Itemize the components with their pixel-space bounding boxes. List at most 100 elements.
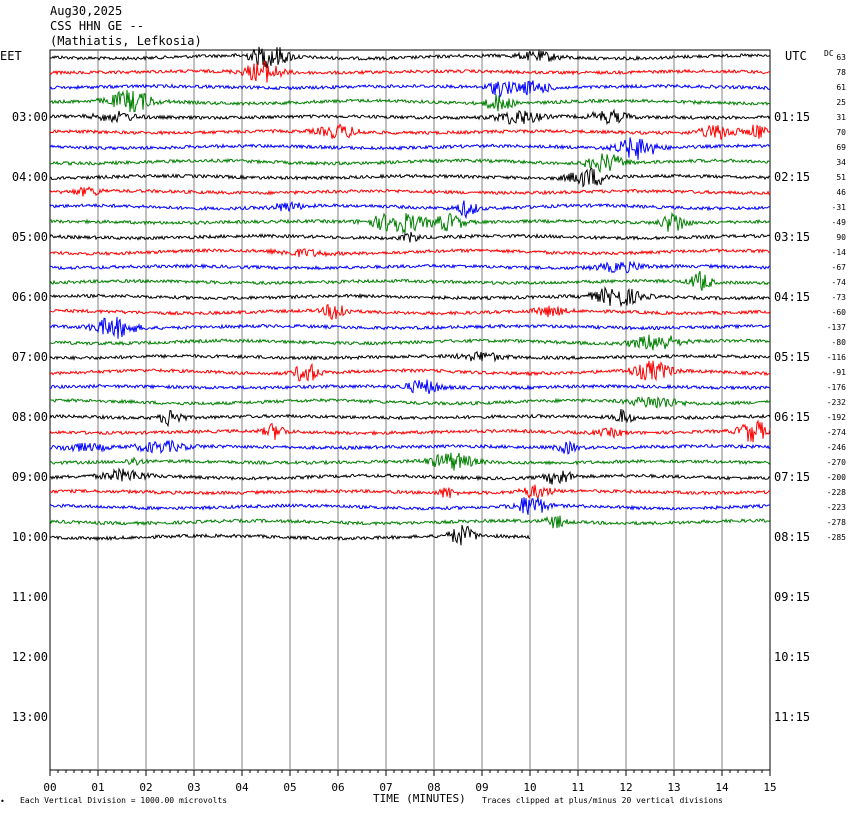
hour-label-right: 11:15 <box>774 710 810 724</box>
corner-mark: • <box>0 797 5 806</box>
dc-offset-label: -49 <box>832 218 847 227</box>
seismic-trace <box>49 419 771 443</box>
dc-offset-label: 63 <box>836 53 846 62</box>
dc-offset-label: -270 <box>827 458 846 467</box>
dc-offset-label: 46 <box>836 188 846 197</box>
hour-label-left: 13:00 <box>12 710 48 724</box>
seismic-trace <box>49 137 771 160</box>
seismic-trace <box>49 303 771 321</box>
hour-label-right: 07:15 <box>774 470 810 484</box>
dc-offset-label: -80 <box>832 338 847 347</box>
seismic-trace <box>49 80 771 99</box>
header-location: (Mathiatis, Lefkosia) <box>50 34 202 48</box>
right-timezone-label: UTC <box>785 49 807 63</box>
seismic-trace <box>49 484 771 500</box>
dc-offset-label: 69 <box>836 143 846 152</box>
seismic-trace <box>49 467 771 485</box>
seismic-trace <box>49 200 771 220</box>
hour-label-left: 11:00 <box>12 590 48 604</box>
seismic-trace <box>49 247 771 258</box>
x-tick-label: 09 <box>475 781 488 794</box>
dc-offset-label: -192 <box>827 413 846 422</box>
dc-offset-label: 51 <box>836 173 846 182</box>
seismic-trace <box>49 89 771 113</box>
seismic-trace <box>49 108 771 126</box>
x-tick-label: 11 <box>571 781 584 794</box>
x-tick-label: 04 <box>235 781 249 794</box>
dc-offset-label: 90 <box>836 233 846 242</box>
seismic-trace <box>49 334 771 351</box>
seismic-trace <box>49 350 771 363</box>
plot-frame <box>49 49 771 771</box>
hour-label-left: 08:00 <box>12 410 48 424</box>
seismic-trace <box>49 439 771 455</box>
dc-offset-label: -137 <box>827 323 846 332</box>
seismic-trace <box>49 379 771 395</box>
hour-label-right: 04:15 <box>774 290 810 304</box>
dc-offset-label: -14 <box>832 248 847 257</box>
hour-label-right: 08:15 <box>774 530 810 544</box>
dc-offset-label: -200 <box>827 473 846 482</box>
dc-offset-label: -116 <box>827 353 846 362</box>
clip-note: Traces clipped at plus/minus 20 vertical… <box>482 796 723 805</box>
seismic-trace <box>49 153 771 174</box>
dc-offset-label: -278 <box>827 518 846 527</box>
dc-offset-label: -91 <box>832 368 847 377</box>
dc-offset-label: -274 <box>827 428 846 437</box>
hour-label-left: 05:00 <box>12 230 48 244</box>
x-tick-label: 13 <box>667 781 680 794</box>
dc-offset-label: -74 <box>832 278 847 287</box>
seismic-trace <box>49 186 771 197</box>
hour-label-right: 02:15 <box>774 170 810 184</box>
seismic-trace <box>49 452 771 471</box>
seismic-trace <box>49 497 771 515</box>
seismic-trace <box>49 211 771 235</box>
dc-offset-label: -223 <box>827 503 846 512</box>
x-tick-label: 00 <box>43 781 56 794</box>
seismic-trace <box>49 123 771 140</box>
dc-offset-label: -60 <box>832 308 847 317</box>
seismic-trace <box>49 408 771 428</box>
dc-offset-label: -67 <box>832 263 847 272</box>
seismic-trace <box>49 60 771 83</box>
dc-offset-label: -31 <box>832 203 847 212</box>
dc-header-label: DC <box>824 49 834 58</box>
hour-label-left: 04:00 <box>12 170 48 184</box>
seismic-trace <box>49 396 771 409</box>
x-tick-label: 07 <box>379 781 392 794</box>
seismic-trace <box>49 231 771 243</box>
x-tick-label: 05 <box>283 781 296 794</box>
x-tick-label: 01 <box>91 781 104 794</box>
x-tick-label: 02 <box>139 781 152 794</box>
dc-offset-label: 31 <box>836 113 846 122</box>
hour-label-left: 06:00 <box>12 290 48 304</box>
dc-offset-label: -228 <box>827 488 846 497</box>
x-tick-label: 14 <box>715 781 729 794</box>
hour-label-right: 10:15 <box>774 650 810 664</box>
x-axis-title: TIME (MINUTES) <box>373 792 466 805</box>
seismic-trace <box>49 167 771 188</box>
header-date: Aug30,2025 <box>50 4 123 18</box>
dc-offset-label: -176 <box>827 383 846 392</box>
seismic-trace <box>49 285 771 308</box>
seismic-trace <box>49 260 771 274</box>
left-timezone-label: EET <box>0 49 22 63</box>
seismic-trace <box>49 360 771 382</box>
hour-label-right: 05:15 <box>774 350 810 364</box>
seismic-trace <box>49 46 771 69</box>
scale-note: Each Vertical Division = 1000.00 microvo… <box>20 796 228 805</box>
seismic-trace <box>49 270 771 291</box>
dc-offset-label: -73 <box>832 293 847 302</box>
seismic-trace <box>49 515 771 529</box>
dc-offset-label: 70 <box>836 128 846 137</box>
dc-offset-label: -232 <box>827 398 846 407</box>
dc-offset-label: 78 <box>836 68 846 77</box>
hour-label-left: 07:00 <box>12 350 48 364</box>
hour-label-left: 03:00 <box>12 110 48 124</box>
x-tick-label: 12 <box>619 781 632 794</box>
header-station: CSS HHN GE -- <box>50 19 144 33</box>
dc-offset-label: -246 <box>827 443 846 452</box>
dc-offset-label: 25 <box>836 98 846 107</box>
hour-label-right: 09:15 <box>774 590 810 604</box>
